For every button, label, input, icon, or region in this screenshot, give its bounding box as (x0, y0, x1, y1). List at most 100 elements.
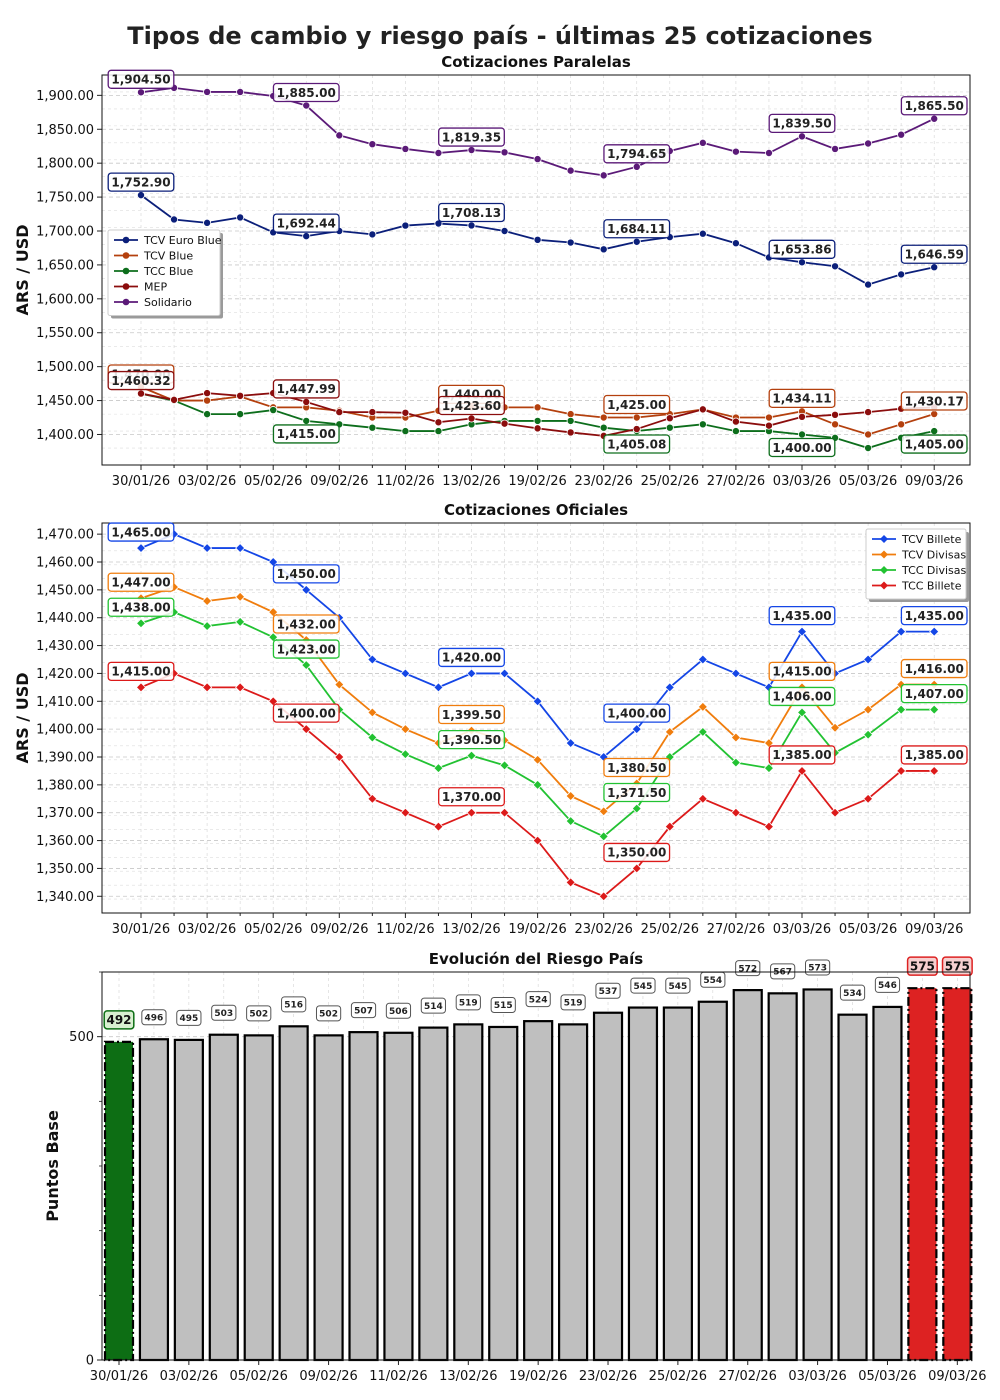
oficiales-chart-legend-marker (880, 566, 888, 574)
paralelas-chart-series-4 (136, 83, 939, 180)
figure-suptitle: Tipos de cambio y riesgo país - últimas … (127, 22, 873, 50)
oficiales-chart-data-label: 1,350.00 (603, 842, 671, 863)
oficiales-chart-point (730, 732, 741, 743)
paralelas-chart-point (632, 162, 641, 171)
oficiales-chart-legend-box (865, 528, 967, 600)
paralelas-chart-ytick-label: 1,900.00 (36, 89, 94, 104)
paralelas-chart-point (831, 420, 840, 429)
oficiales-chart-series-0 (135, 529, 940, 763)
paralelas-chart-point (897, 270, 906, 279)
oficiales-chart-data-label: 1,371.50 (603, 782, 671, 803)
oficiales-chart-data-label-box (603, 782, 671, 803)
oficiales-chart-point (829, 807, 841, 818)
oficiales-chart-data-label-text: 1,438.00 (111, 601, 170, 615)
riesgo-chart-bar-label: 515 (490, 996, 516, 1013)
oficiales-chart-point (598, 806, 609, 817)
paralelas-chart-point (831, 144, 840, 153)
oficiales-chart-data-label-text: 1,380.50 (607, 761, 666, 775)
paralelas-chart-point (302, 397, 311, 406)
paralelas-chart-ytick-label: 1,550.00 (36, 326, 94, 341)
paralelas-chart-data-label-text: 1,405.00 (905, 437, 964, 451)
riesgo-chart-bar-label-text: 514 (424, 1002, 443, 1012)
paralelas-chart-point (203, 87, 212, 96)
paralelas-chart-point (533, 155, 542, 164)
paralelas-chart-data-label-text: 1,692.44 (277, 216, 336, 230)
oficiales-chart-data-label-text: 1,400.00 (277, 706, 336, 720)
oficiales-chart-data-label: 1,400.00 (603, 703, 671, 723)
oficiales-chart-ytick-label: 1,370.00 (36, 806, 94, 821)
oficiales-chart-xtick-label: 23/02/26 (575, 922, 633, 937)
oficiales-chart-point (730, 807, 741, 818)
oficiales-chart-data-label-box (438, 647, 505, 668)
paralelas-chart-data-label-text: 1,885.00 (277, 86, 336, 100)
paralelas-chart-point (236, 391, 245, 400)
paralelas-chart-point (897, 130, 906, 139)
oficiales-chart-point (202, 682, 213, 693)
oficiales-chart-data-label: 1,385.00 (900, 745, 968, 765)
riesgo-chart-bar-label-box (839, 984, 866, 1001)
oficiales-chart-data-label-box (107, 572, 175, 592)
oficiales-chart-point (433, 682, 444, 693)
paralelas-chart-data-label-text: 1,460.32 (111, 374, 170, 388)
riesgo-chart-bar (942, 987, 973, 1362)
paralelas-chart-data-label: 1,708.13 (438, 202, 505, 223)
oficiales-chart-point (301, 724, 312, 735)
riesgo-chart-bar-label-text: 516 (284, 1001, 303, 1011)
oficiales-chart-point (697, 654, 708, 665)
riesgo-chart-bar-label-text: 575 (945, 959, 970, 973)
oficiales-chart-data-label-text: 1,420.00 (442, 651, 501, 665)
riesgo-chart-bar (243, 1034, 274, 1362)
paralelas-chart-data-label-box (603, 394, 671, 415)
riesgo-chart-title: Evolución del Riesgo País (429, 950, 644, 968)
paralelas-chart-point (203, 218, 212, 227)
oficiales-chart-data-label: 1,390.50 (438, 729, 505, 750)
oficiales-chart-point (763, 763, 775, 774)
paralelas-chart-data-label: 1,460.32 (107, 370, 175, 391)
paralelas-chart-point (864, 444, 873, 453)
paralelas-chart-xtick-label: 23/02/26 (575, 474, 633, 489)
oficiales-chart-data-label-box (438, 729, 505, 750)
riesgo-chart-bar-label-box (665, 977, 691, 994)
riesgo-chart-xtick-label: 11/02/26 (369, 1369, 427, 1384)
oficiales-chart-data-label-text: 1,416.00 (905, 662, 964, 676)
oficiales-chart-data-label-box (900, 745, 968, 765)
oficiales-chart-data-label-text: 1,371.50 (607, 786, 666, 800)
paralelas-chart-point (698, 420, 707, 429)
riesgo-chart-bar-label: 554 (700, 971, 726, 988)
paralelas-chart-frame (101, 74, 971, 466)
oficiales-chart-data-label: 1,385.00 (768, 745, 836, 765)
oficiales-chart-xtick-label: 09/02/26 (310, 922, 368, 937)
riesgo-chart-bar-label-box (211, 1004, 237, 1021)
paralelas-chart-data-label-box (768, 388, 836, 408)
riesgo-chart-bar-label: 506 (385, 1002, 412, 1019)
paralelas-chart-point (764, 421, 773, 430)
riesgo-chart-bar-label-text: 519 (459, 999, 478, 1009)
paralelas-chart-data-label: 1,646.59 (900, 244, 968, 264)
oficiales-chart-data-label: 1,407.00 (900, 683, 968, 704)
paralelas-chart-point (467, 146, 476, 155)
paralelas-chart-point (302, 232, 311, 241)
riesgo-chart-bar-label: 545 (665, 977, 691, 994)
paralelas-chart-ytick-label: 1,650.00 (36, 258, 94, 273)
oficiales-chart-point (697, 793, 708, 804)
paralelas-chart-data-label-box (900, 244, 968, 264)
paralelas-chart-data-label-text: 1,423.60 (442, 399, 501, 413)
oficiales-chart-point (697, 701, 708, 712)
oficiales-chart-xtick-label: 25/02/26 (641, 922, 699, 937)
oficiales-chart-point (730, 668, 741, 679)
paralelas-chart-legend-label: TCC Blue (143, 265, 194, 278)
oficiales-chart-data-label-box (107, 522, 175, 542)
riesgo-chart-bar-label-box (103, 1010, 135, 1030)
oficiales-chart-data-label-text: 1,385.00 (772, 748, 831, 762)
paralelas-chart-point (632, 413, 641, 422)
riesgo-chart-bar-label-box (941, 956, 973, 976)
paralelas-chart-xtick-label: 05/03/26 (839, 474, 897, 489)
riesgo-chart-xtick-label: 05/03/26 (858, 1369, 916, 1384)
riesgo-chart-bar-label-text: 545 (634, 982, 653, 992)
paralelas-chart-point (864, 408, 873, 417)
oficiales-chart-data-label: 1,420.00 (438, 647, 505, 668)
paralelas-chart-point (434, 427, 443, 436)
riesgo-chart-bar-label: 502 (246, 1005, 272, 1022)
paralelas-chart-legend-marker (122, 236, 130, 244)
oficiales-chart-data-label-box (272, 614, 340, 634)
